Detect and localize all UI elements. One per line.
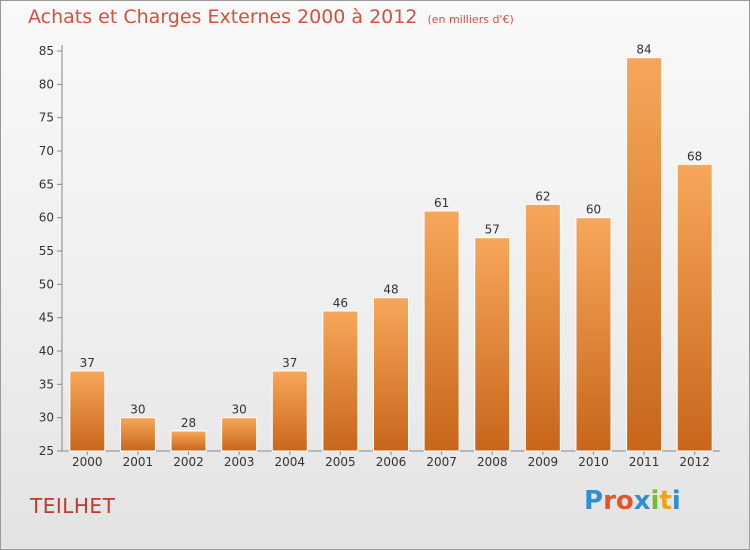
y-tick-label: 30 xyxy=(39,411,54,425)
data-label: 61 xyxy=(434,196,449,210)
data-label: 68 xyxy=(687,149,702,163)
y-tick-label: 70 xyxy=(39,144,54,158)
logo-letter: o xyxy=(615,486,634,516)
x-tick-label: 2005 xyxy=(325,455,356,469)
logo-letter: i xyxy=(671,486,681,516)
y-tick-label: 50 xyxy=(39,277,54,291)
y-tick-label: 25 xyxy=(39,444,54,458)
chart-title-text: Achats et Charges Externes 2000 à 2012 xyxy=(28,6,418,28)
y-tick-label: 75 xyxy=(39,111,54,125)
y-tick-label: 35 xyxy=(39,377,54,391)
data-label: 37 xyxy=(282,356,297,370)
bar xyxy=(373,297,409,452)
x-tick-label: 2010 xyxy=(578,455,609,469)
bar xyxy=(322,310,359,452)
data-label: 28 xyxy=(181,416,196,430)
logo-letter: P xyxy=(584,486,604,516)
data-label: 60 xyxy=(586,203,601,217)
bar xyxy=(221,417,258,452)
data-label: 57 xyxy=(485,223,500,237)
bar xyxy=(474,237,511,452)
x-tick-label: 2001 xyxy=(123,455,154,469)
bar xyxy=(69,370,106,452)
y-tick-label: 45 xyxy=(39,311,54,325)
data-label: 46 xyxy=(333,296,348,310)
data-label: 48 xyxy=(383,283,398,297)
data-label: 30 xyxy=(232,403,247,417)
x-tick-label: 2006 xyxy=(376,455,407,469)
logo-letter: i xyxy=(650,486,660,516)
bar xyxy=(626,57,663,452)
y-tick-label: 60 xyxy=(39,211,54,225)
bar xyxy=(170,430,207,452)
commune-name: TEILHET xyxy=(30,494,116,518)
y-tick-label: 65 xyxy=(39,177,54,191)
proxiti-logo[interactable]: Proxiti xyxy=(584,486,681,516)
x-tick-label: 2004 xyxy=(274,455,305,469)
x-tick-label: 2009 xyxy=(528,455,559,469)
x-tick-label: 2002 xyxy=(173,455,204,469)
logo-letter: r xyxy=(603,486,616,516)
axes: 25 30 35 40 45 50 55 60 65 70 75 80 85 2000 2001 2002 20… xyxy=(39,44,720,469)
y-tick-label: 40 xyxy=(39,344,54,358)
bar xyxy=(119,417,156,452)
data-label: 62 xyxy=(535,189,550,203)
data-label: 37 xyxy=(80,356,95,370)
bar xyxy=(271,370,308,452)
chart-title: Achats et Charges Externes 2000 à 2012 (e… xyxy=(28,6,514,28)
bar xyxy=(676,163,713,452)
x-tick-label: 2007 xyxy=(426,455,457,469)
bars: 37 30 28 30 37 46 48 61 57 62 60 84 68 xyxy=(69,43,713,452)
bar xyxy=(423,210,460,452)
y-tick-label: 80 xyxy=(39,77,54,91)
x-tick-label: 2011 xyxy=(629,455,660,469)
logo-letter: t xyxy=(659,486,672,516)
bar xyxy=(524,203,561,452)
x-tick-label: 2000 xyxy=(72,455,103,469)
logo-letter: x xyxy=(633,486,651,516)
y-tick-label: 55 xyxy=(39,244,54,258)
chart-subtitle: (en milliers d'€) xyxy=(427,13,514,26)
x-tick-label: 2003 xyxy=(224,455,255,469)
data-label: 30 xyxy=(130,403,145,417)
data-label: 84 xyxy=(636,43,651,57)
x-tick-label: 2008 xyxy=(477,455,508,469)
y-tick-label: 85 xyxy=(39,44,54,58)
bar xyxy=(575,217,612,452)
x-tick-label: 2012 xyxy=(679,455,710,469)
